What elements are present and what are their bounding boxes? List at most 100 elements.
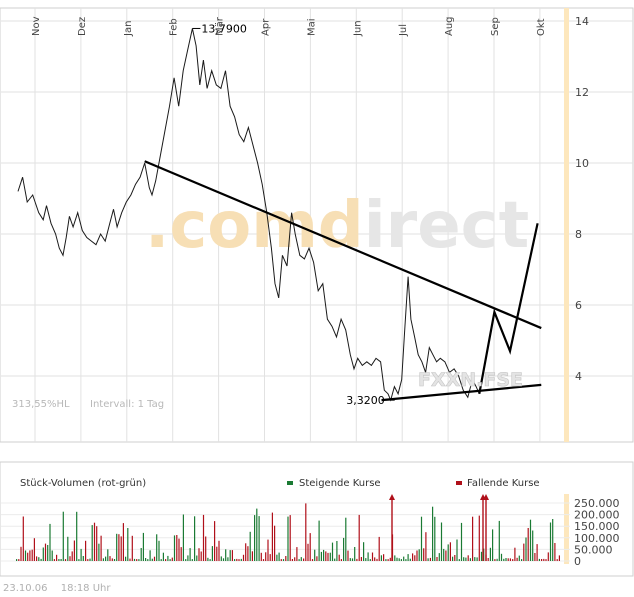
volume-bar	[73, 540, 75, 561]
volume-bar	[60, 559, 62, 561]
volume-bar	[338, 554, 340, 561]
price-tick-label: 6	[575, 299, 582, 312]
volume-bar	[229, 550, 231, 561]
volume-bar	[225, 549, 227, 561]
volume-bar	[434, 516, 436, 561]
volume-bar	[318, 520, 320, 561]
volume-bar	[327, 552, 329, 561]
volume-bar	[40, 558, 42, 561]
volume-bar	[254, 515, 256, 561]
volume-bar	[211, 546, 213, 561]
volume-bar	[314, 549, 316, 561]
volume-bar	[160, 559, 162, 561]
volume-bar	[432, 506, 434, 561]
volume-bar	[158, 540, 160, 561]
volume-bar	[396, 557, 398, 561]
volume-bar	[142, 532, 144, 561]
volume-bar	[296, 547, 298, 561]
volume-bar	[543, 558, 545, 561]
volume-bar	[187, 555, 189, 561]
volume-bar	[558, 555, 560, 561]
volume-bar	[80, 548, 82, 561]
symbol-label: FXXN.FSE	[418, 369, 523, 391]
volume-bar	[323, 549, 325, 561]
volume-bar	[42, 547, 44, 561]
volume-bar	[387, 559, 389, 561]
volume-bar	[49, 523, 51, 561]
month-tick-label: Mai	[306, 18, 317, 36]
volume-bar	[316, 556, 318, 561]
volume-bar	[354, 547, 356, 561]
month-tick-label: Apr	[261, 18, 272, 36]
volume-bar	[469, 558, 471, 561]
volume-bar	[552, 519, 554, 561]
volume-bar	[538, 558, 540, 561]
volume-bar	[409, 558, 411, 561]
volume-bar	[120, 536, 122, 561]
volume-bar	[494, 559, 496, 561]
volume-bar	[518, 555, 520, 561]
volume-bar	[136, 559, 138, 561]
volume-bar	[207, 557, 209, 561]
volume-bar	[472, 516, 474, 561]
volume-bar	[156, 534, 158, 561]
volume-bar	[278, 552, 280, 561]
volume-bar	[340, 559, 342, 561]
volume-bar	[178, 538, 180, 561]
volume-overflow-arrow	[389, 494, 395, 500]
volume-bar	[231, 550, 233, 561]
volume-bar	[113, 559, 116, 561]
volume-bar	[400, 559, 402, 561]
volume-bar	[476, 557, 478, 561]
rising-legend-swatch	[287, 481, 293, 485]
volume-bar	[153, 556, 156, 561]
volume-bar	[280, 559, 282, 561]
volume-bar	[149, 550, 151, 561]
volume-bar	[85, 540, 87, 561]
volume-bar	[116, 533, 118, 561]
volume-bar	[198, 548, 200, 561]
volume-bar	[111, 558, 113, 561]
volume-bar	[438, 553, 440, 561]
volume-bar	[76, 511, 78, 561]
volume-bar	[238, 559, 240, 561]
volume-bar	[56, 554, 58, 561]
volume-bar	[294, 557, 296, 561]
volume-tick-label: 250.000	[574, 497, 620, 510]
volume-bar	[44, 543, 47, 561]
volume-bar	[180, 547, 182, 561]
volume-bar	[474, 557, 476, 561]
month-tick-label: Feb	[169, 18, 180, 36]
volume-bar	[234, 559, 236, 561]
volume-tick-label: 50.000	[574, 543, 613, 556]
volume-bar	[385, 559, 387, 561]
volume-bar	[127, 528, 129, 561]
volume-bar	[534, 553, 536, 561]
volume-bar	[503, 558, 505, 561]
change-label: 313,55%HL	[12, 399, 70, 410]
volume-bar	[523, 543, 525, 561]
volume-bar	[556, 559, 558, 561]
volume-bar	[512, 559, 514, 561]
volume-bar	[514, 547, 516, 561]
volume-bar	[36, 556, 38, 561]
volume-bar	[496, 558, 498, 561]
volume-bar	[167, 555, 169, 561]
volume-bar	[38, 557, 40, 561]
volume-bars	[16, 494, 560, 561]
volume-bar	[298, 559, 300, 561]
volume-bar	[349, 558, 351, 561]
volume-bar	[329, 552, 331, 561]
volume-bar	[67, 536, 69, 561]
volume-bar	[205, 536, 207, 561]
volume-bar	[151, 558, 153, 561]
volume-bar	[176, 535, 178, 561]
volume-bar	[547, 552, 549, 561]
volume-bar	[403, 556, 405, 561]
volume-bar	[425, 532, 427, 561]
month-tick-label: Mär	[215, 16, 226, 36]
volume-bar	[527, 528, 529, 561]
volume-bar	[423, 548, 425, 561]
volume-bar	[521, 559, 523, 561]
volume-bar	[412, 553, 414, 561]
